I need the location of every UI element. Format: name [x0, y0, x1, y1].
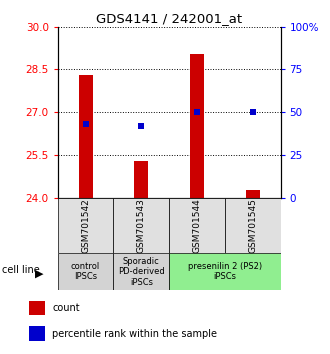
Text: presenilin 2 (PS2)
iPSCs: presenilin 2 (PS2) iPSCs	[188, 262, 262, 281]
Text: GSM701545: GSM701545	[248, 198, 257, 253]
Bar	[169, 253, 280, 290]
Bar	[169, 198, 225, 253]
Text: GSM701543: GSM701543	[137, 198, 146, 253]
Bar	[134, 161, 148, 198]
Bar	[114, 198, 169, 253]
Bar	[58, 198, 114, 253]
Text: control
IPSCs: control IPSCs	[71, 262, 100, 281]
Bar	[58, 253, 114, 290]
Bar	[29, 326, 45, 341]
Text: count: count	[52, 303, 80, 313]
Bar	[246, 190, 260, 198]
Bar	[190, 54, 204, 198]
Text: cell line: cell line	[2, 265, 39, 275]
Bar	[114, 253, 169, 290]
Title: GDS4141 / 242001_at: GDS4141 / 242001_at	[96, 12, 242, 25]
Text: ▶: ▶	[35, 269, 43, 279]
Text: percentile rank within the sample: percentile rank within the sample	[52, 329, 217, 339]
Bar	[29, 301, 45, 315]
Text: GSM701544: GSM701544	[192, 198, 202, 253]
Text: GSM701542: GSM701542	[81, 198, 90, 253]
Bar	[225, 198, 280, 253]
Text: Sporadic
PD-derived
iPSCs: Sporadic PD-derived iPSCs	[118, 257, 165, 287]
Bar	[79, 75, 92, 198]
